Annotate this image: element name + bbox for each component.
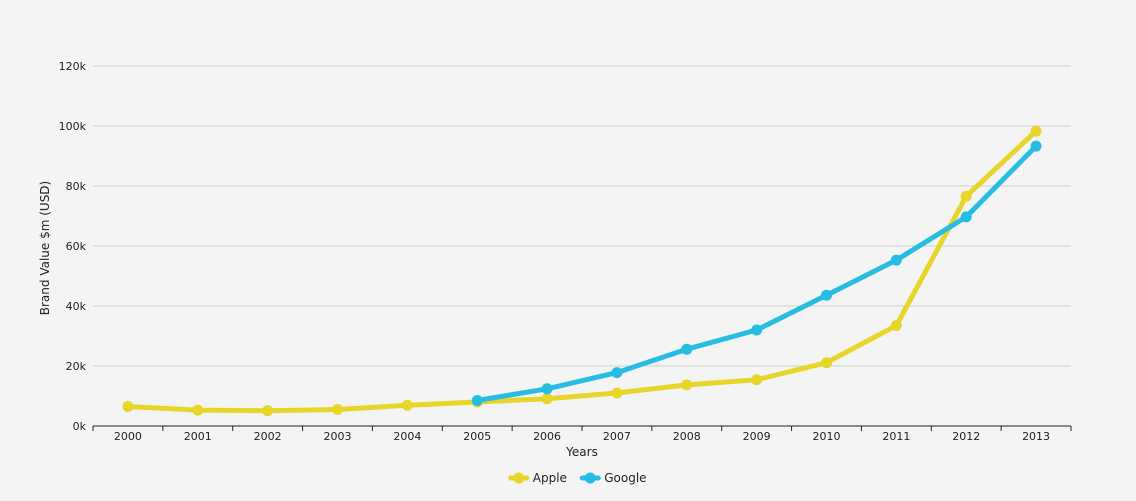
y-tick-label: 40k: [66, 300, 87, 313]
data-point-apple[interactable]: [122, 401, 134, 412]
data-point-google[interactable]: [1030, 140, 1042, 152]
x-tick-label: 2011: [882, 430, 910, 443]
data-point-apple[interactable]: [611, 387, 623, 399]
x-tick-label: 2009: [743, 430, 771, 443]
legend-item-google[interactable]: Google: [579, 471, 647, 485]
x-tick-label: 2000: [114, 430, 142, 443]
data-point-google[interactable]: [960, 211, 972, 223]
axis-labels: Years Brand Value $m (USD): [38, 181, 598, 459]
x-tick-label: 2003: [324, 430, 352, 443]
y-tick-label: 0k: [73, 420, 87, 433]
x-tick-label: 2007: [603, 430, 631, 443]
data-point-google[interactable]: [751, 324, 763, 336]
y-tick-label: 60k: [66, 240, 87, 253]
x-tick-label: 2008: [673, 430, 701, 443]
data-point-apple[interactable]: [890, 320, 902, 331]
y-axis-title: Brand Value $m (USD): [38, 181, 52, 315]
data-point-apple[interactable]: [332, 404, 343, 415]
y-tick-label: 20k: [66, 360, 87, 373]
y-tick-label: 80k: [66, 180, 87, 193]
x-tick-label: 2004: [393, 430, 421, 443]
y-tick-label: 100k: [59, 120, 87, 133]
y-tick-label: 120k: [59, 60, 87, 73]
x-tick-label: 2012: [952, 430, 980, 443]
data-point-apple[interactable]: [1030, 125, 1042, 137]
x-tick-label: 2013: [1022, 430, 1050, 443]
legend-swatch-marker: [513, 472, 525, 484]
legend: Apple Google: [508, 471, 647, 485]
data-point-google[interactable]: [681, 343, 693, 355]
legend-swatch-marker: [584, 472, 596, 484]
data-point-apple[interactable]: [192, 404, 204, 416]
legend-label: Apple: [533, 471, 567, 485]
data-point-apple[interactable]: [960, 190, 972, 202]
data-point-apple[interactable]: [821, 357, 832, 369]
x-tick-label: 2005: [463, 430, 491, 443]
axes: 0k 20k 40k 60k 80k 100k 120k 2000 2001 2002 2003 20…: [59, 60, 1072, 443]
legend-item-apple[interactable]: Apple: [508, 471, 567, 485]
x-tick-label: 2010: [813, 430, 841, 443]
series-layer: [122, 125, 1042, 417]
data-point-google[interactable]: [821, 289, 832, 301]
series-line-google: [474, 143, 1039, 403]
series-line-apple: [125, 128, 1039, 414]
data-point-apple[interactable]: [541, 393, 553, 405]
legend-label: Google: [604, 471, 646, 485]
x-tick-label: 2001: [184, 430, 212, 443]
x-axis-title: Years: [565, 445, 598, 459]
x-tick-label: 2006: [533, 430, 561, 443]
data-point-google[interactable]: [541, 383, 553, 395]
data-point-apple[interactable]: [681, 379, 693, 391]
data-point-google[interactable]: [471, 395, 483, 406]
data-point-apple[interactable]: [751, 374, 763, 386]
x-tick-label: 2002: [254, 430, 282, 443]
data-point-apple[interactable]: [262, 405, 274, 417]
data-point-google[interactable]: [890, 254, 902, 266]
data-point-google[interactable]: [611, 367, 623, 379]
gridlines: [93, 65, 1071, 367]
data-point-apple[interactable]: [401, 399, 413, 411]
